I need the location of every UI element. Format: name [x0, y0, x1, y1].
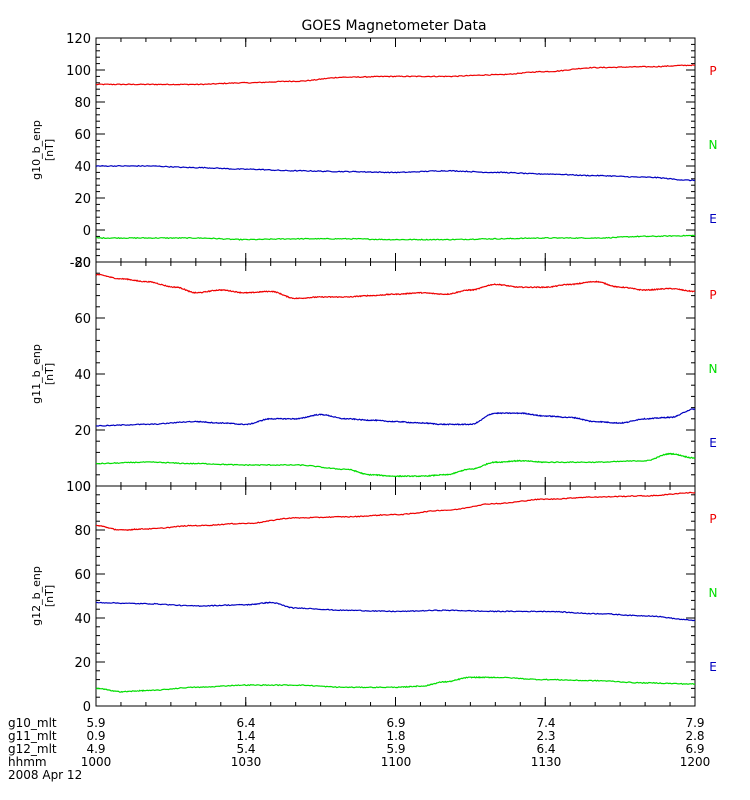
y-tick-label: 60	[74, 128, 91, 143]
series-line-N	[95, 676, 696, 693]
legend-label-E: E	[709, 212, 717, 226]
x-tick-label: 6.9	[685, 742, 704, 756]
y-tick-label: 80	[74, 96, 91, 111]
x-label-row-name: hhmm	[8, 755, 47, 769]
y-tick-label: -20	[70, 256, 91, 271]
x-tick-label: 1130	[531, 755, 562, 769]
x-tick-label: 6.4	[236, 716, 255, 730]
series-line-E	[95, 164, 696, 182]
series-line-P	[95, 273, 696, 300]
y-tick-label: 120	[66, 32, 91, 47]
y-axis-label: g12_b_enp	[30, 566, 43, 626]
x-tick-label: 7.9	[685, 716, 704, 730]
y-tick-label: 0	[83, 700, 91, 715]
y-tick-label: 60	[74, 312, 91, 327]
series-line-E	[95, 408, 696, 427]
y-axis-label: g10_b_enp	[30, 120, 43, 180]
panel-frame	[95, 485, 696, 707]
panel-3: 0 20 40 60 80 100 g12_b_enp [nT] P N E	[30, 480, 717, 715]
x-axis-labels: g10_mlt 5.9 6.4 6.9 7.4 7.9 g11_mlt 0.9 1.4 1.8 2.…	[8, 716, 710, 782]
y-tick-label: 40	[74, 612, 91, 627]
x-tick-label: 2.8	[685, 729, 704, 743]
y-tick-label: 20	[74, 192, 91, 207]
y-axis-label: g11_b_enp	[30, 344, 43, 404]
x-label-row-name: g12_mlt	[8, 742, 57, 756]
y-tick-label: 100	[66, 64, 91, 79]
y-tick-label: 0	[83, 480, 91, 495]
legend-label-P: P	[709, 288, 716, 302]
legend-label-E: E	[709, 436, 717, 450]
y-tick-label: 0	[83, 224, 91, 239]
series-line-P	[96, 491, 696, 532]
x-tick-label: 1030	[231, 755, 262, 769]
y-tick-label: 20	[74, 424, 91, 439]
y-tick-label: 40	[74, 160, 91, 175]
x-tick-label: 1.8	[386, 729, 405, 743]
y-axis-unit: [nT]	[43, 139, 56, 161]
legend-label-N: N	[709, 138, 718, 152]
y-tick-label: 100	[66, 480, 91, 495]
y-tick-label: 80	[74, 524, 91, 539]
legend-label-N: N	[709, 586, 718, 600]
legend-label-E: E	[709, 660, 717, 674]
series-line-E	[95, 601, 696, 622]
legend-label-N: N	[709, 362, 718, 376]
x-tick-label: 4.9	[86, 742, 105, 756]
x-tick-label: 1100	[381, 755, 412, 769]
x-tick-label: 0.9	[86, 729, 105, 743]
series-line-N	[95, 452, 696, 478]
panel-2: 0 20 40 60 80 g11_b_enp [nT] P N E	[30, 256, 717, 495]
panel-frame	[95, 261, 696, 487]
chart-title: GOES Magnetometer Data	[301, 18, 486, 34]
date-label: 2008 Apr 12	[8, 768, 82, 782]
y-tick-label: 80	[74, 256, 91, 271]
y-axis-unit: [nT]	[43, 585, 56, 607]
x-tick-label: 6.4	[536, 742, 555, 756]
x-tick-label: 1.4	[236, 729, 255, 743]
y-axis-unit: [nT]	[43, 363, 56, 385]
legend-label-P: P	[709, 512, 716, 526]
x-tick-label: 2.3	[536, 729, 555, 743]
x-tick-label: 1000	[81, 755, 112, 769]
x-label-row-name: g11_mlt	[8, 729, 57, 743]
x-tick-label: 1200	[680, 755, 711, 769]
x-tick-label: 7.4	[536, 716, 555, 730]
x-tick-label: 6.9	[386, 716, 405, 730]
y-tick-label: 20	[74, 656, 91, 671]
x-label-row-name: g10_mlt	[8, 716, 57, 730]
series-line-P	[95, 64, 695, 86]
y-tick-label: 60	[74, 568, 91, 583]
panel-1: -20 0 20 40 60 80 100 120 g10_b_enp [nT] P N E	[30, 32, 717, 271]
x-tick-label: 5.9	[386, 742, 405, 756]
legend-label-P: P	[709, 64, 716, 78]
x-tick-label: 5.9	[86, 716, 105, 730]
series-line-N	[96, 234, 696, 241]
x-tick-label: 5.4	[236, 742, 255, 756]
panel-frame	[95, 37, 696, 263]
y-tick-label: 40	[74, 368, 91, 383]
